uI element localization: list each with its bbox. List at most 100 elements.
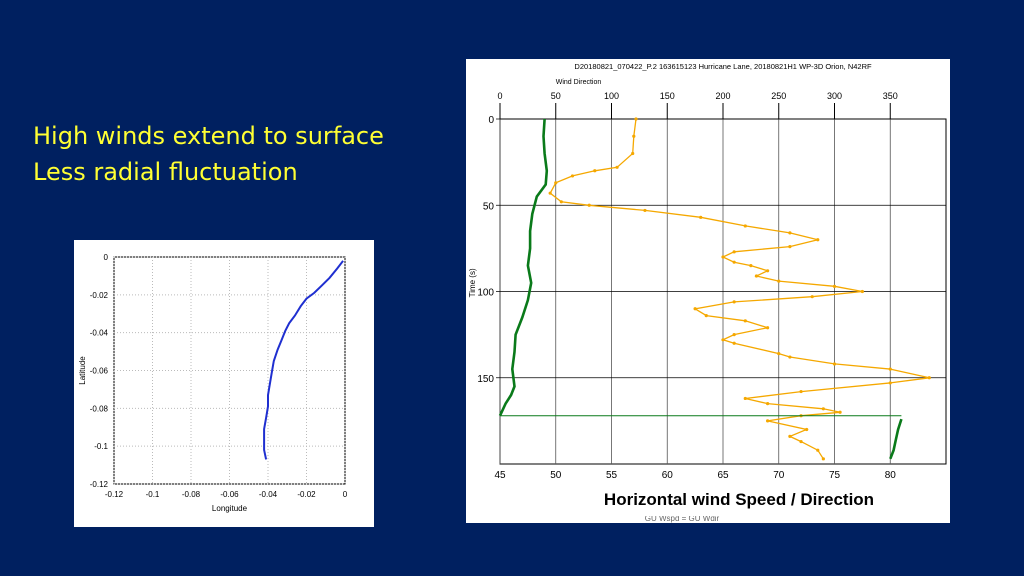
wind-speed-point	[766, 269, 770, 273]
wind-speed-point	[615, 165, 619, 169]
top-tick-label: 350	[883, 91, 898, 101]
top-tick-label: 200	[715, 91, 730, 101]
wind-speed-point	[860, 289, 864, 294]
wind-speed-point	[821, 407, 825, 411]
y-tick-label: -0.1	[94, 442, 108, 451]
wind-profile-panel: D20180821_070422_P.2 163615123 Hurricane…	[466, 59, 950, 523]
wind-speed-point	[634, 117, 638, 121]
wind-speed-point	[548, 191, 552, 195]
wind-speed-point	[788, 355, 792, 359]
wind-speed-point	[721, 338, 725, 342]
top-tick-label: 150	[660, 91, 675, 101]
wind-speed-point	[732, 260, 736, 264]
bottom-tick-label: 65	[717, 470, 729, 481]
wind-speed-point	[559, 200, 563, 204]
y-tick-label: 0	[488, 115, 494, 126]
x-axis-label: Longitude	[212, 504, 248, 513]
y-tick-label: -0.08	[90, 404, 109, 413]
y-axis-label: Latitude	[78, 356, 87, 385]
chart-title: D20180821_070422_P.2 163615123 Hurricane…	[574, 62, 872, 71]
wind-speed-point	[788, 245, 792, 249]
top-tick-label: 0	[497, 91, 502, 101]
y-tick-label: 100	[477, 288, 494, 299]
wind-speed-line	[549, 118, 930, 460]
y-tick-label: 0	[104, 253, 109, 262]
x-tick-label: -0.08	[182, 490, 201, 499]
wind-speed-point	[754, 274, 759, 278]
bottom-tick-label: 50	[550, 470, 562, 481]
x-tick-label: 0	[343, 490, 348, 499]
wind-speed-point	[766, 419, 770, 423]
wind-speed-point	[632, 134, 636, 138]
flight-track-chart: -0.12 -0.1 -0.08 -0.06 -0.04 -0.02 0 0 -0.02 -0.0…	[78, 253, 348, 513]
wind-speed-point	[888, 381, 892, 385]
wind-speed-point	[743, 396, 747, 401]
wind-speed-point	[749, 264, 753, 268]
wind-speed-point	[805, 427, 809, 432]
wind-speed-point	[888, 367, 892, 371]
top-tick-label: 250	[771, 91, 786, 101]
wind-speed-point	[732, 250, 736, 254]
flight-track-panel: -0.12 -0.1 -0.08 -0.06 -0.04 -0.02 0 0 -0.02 -0.0…	[74, 240, 374, 527]
wind-speed-point	[743, 224, 747, 228]
top-tick-label: 100	[604, 91, 619, 101]
wind-speed-point	[721, 255, 725, 259]
wind-speed-point	[799, 439, 803, 444]
wind-speed-point	[570, 174, 575, 178]
chart-caption: Horizontal wind Speed / Direction	[579, 484, 899, 516]
wind-speed-point	[766, 326, 770, 330]
y-tick-label: -0.06	[90, 367, 109, 376]
bottom-tick-label: 70	[773, 470, 785, 481]
wind-speed-point	[593, 169, 597, 173]
wind-speed-point	[699, 215, 703, 219]
y-tick-label: -0.04	[90, 329, 109, 338]
flight-track-line	[263, 260, 344, 460]
top-axis-label: Wind Direction	[556, 79, 602, 86]
wind-speed-point	[927, 376, 931, 380]
bottom-tick-label: 45	[494, 470, 506, 481]
bullet-1: High winds extend to surface	[33, 122, 384, 150]
wind-speed-point	[810, 295, 814, 299]
legend-text: GU Wspd = GU Wdir	[645, 514, 720, 523]
wind-speed-point	[554, 181, 558, 185]
bullet-2: Less radial fluctuation	[33, 158, 298, 186]
wind-direction-line	[889, 418, 903, 460]
wind-speed-point	[631, 151, 635, 156]
y-tick-label: 150	[477, 374, 494, 385]
bottom-tick-label: 80	[885, 470, 897, 481]
bottom-tick-label: 55	[606, 470, 618, 481]
wind-speed-point	[788, 434, 792, 438]
wind-speed-point	[832, 284, 837, 288]
wind-speed-point	[821, 457, 825, 461]
y-tick-label: -0.02	[90, 291, 109, 300]
x-tick-label: -0.02	[297, 490, 316, 499]
x-tick-label: -0.04	[259, 490, 278, 499]
x-tick-label: -0.06	[220, 490, 239, 499]
wind-speed-point	[816, 238, 820, 242]
wind-direction-line	[498, 118, 549, 417]
y-tick-label: -0.12	[90, 480, 109, 489]
wind-speed-point	[838, 410, 842, 414]
wind-profile-chart: D20180821_070422_P.2 163615123 Hurricane…	[468, 62, 947, 523]
wind-speed-point	[743, 319, 747, 323]
x-tick-label: -0.1	[146, 490, 160, 499]
wind-speed-point	[732, 333, 736, 337]
wind-speed-point	[732, 341, 736, 345]
top-tick-label: 300	[827, 91, 842, 101]
wind-speed-point	[704, 314, 708, 318]
bottom-tick-label: 60	[662, 470, 674, 481]
wind-speed-point	[587, 203, 591, 207]
bullet-list: High winds extend to surface Less radial…	[33, 118, 384, 190]
wind-speed-point	[832, 362, 837, 366]
wind-speed-point	[777, 279, 781, 283]
wind-speed-point	[777, 352, 781, 356]
top-tick-label: 50	[551, 91, 561, 101]
y-tick-label: 50	[483, 201, 495, 212]
wind-speed-point	[816, 448, 820, 452]
wind-speed-point	[693, 307, 697, 311]
x-tick-label: -0.12	[105, 490, 124, 499]
wind-speed-point	[799, 389, 803, 394]
wind-speed-point	[788, 231, 792, 235]
bottom-tick-label: 75	[829, 470, 841, 481]
wind-speed-point	[732, 300, 736, 304]
